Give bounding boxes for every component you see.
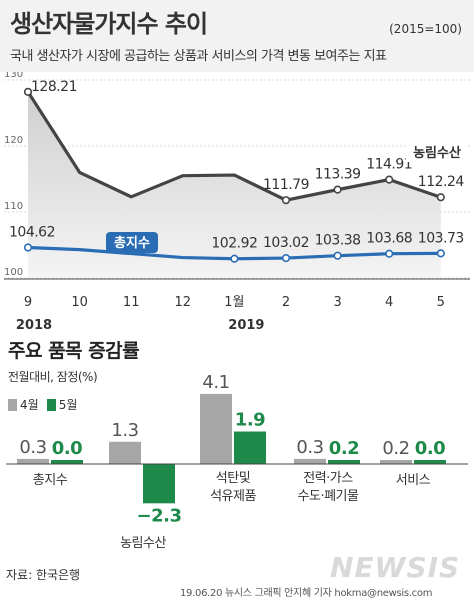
- total-point: [230, 254, 239, 263]
- agri-line: [26, 90, 442, 202]
- may-value-label: −2.3: [137, 505, 182, 526]
- may-bar: [328, 460, 360, 464]
- total-point: [436, 249, 445, 258]
- april-bar: [109, 441, 141, 464]
- credit-line: 19.06.20 뉴시스 그래픽 안지혜 기자 hokma@newsis.com: [180, 588, 433, 599]
- agri-point: [281, 196, 291, 205]
- unit-label: (2015=100): [389, 22, 462, 36]
- legend-april-label: 4월: [20, 398, 39, 412]
- x-tick-label: 10: [71, 295, 88, 310]
- x-tick-label: 9: [24, 295, 32, 310]
- bar-chart-title: 주요 품목 증감률: [8, 340, 140, 362]
- agri-point: [385, 175, 394, 184]
- index-line-chart: 130 120 110 100 128.21 111.79 113.39 114.91 112.…: [4, 72, 470, 333]
- y-tick-label: 130: [4, 72, 23, 80]
- total-point: [385, 249, 394, 258]
- agri-value-label: 128.21: [31, 79, 77, 95]
- may-bar: [414, 460, 446, 464]
- legend-may-label: 5월: [58, 398, 78, 412]
- total-value-label: 103.73: [418, 230, 464, 246]
- header-band: [0, 0, 474, 72]
- bar-chart-note: 전월대비, 잠정(%): [8, 370, 98, 384]
- x-tick-label: 12: [175, 295, 192, 310]
- category-label: 전력·가스 수도·폐기물: [298, 471, 359, 504]
- agri-area: [28, 91, 441, 278]
- category-label: 농림수산: [120, 536, 166, 551]
- year-label: 2018: [16, 318, 52, 333]
- x-tick-label: 1월: [224, 295, 244, 310]
- may-bar: [143, 464, 175, 504]
- y-tick-label: 110: [4, 201, 23, 212]
- agri-point: [23, 87, 33, 96]
- agri-name-box: [406, 142, 468, 162]
- agri-value-label: 114.91: [366, 157, 412, 173]
- agri-value-label: 112.24: [418, 174, 465, 190]
- total-series-name: 총지수: [114, 235, 150, 251]
- total-value-label: 102.92: [211, 236, 257, 252]
- total-point: [281, 253, 291, 263]
- april-bar: [200, 393, 232, 464]
- page-title: 생산자물가지수 추이: [10, 10, 208, 38]
- total-value-label: 103.68: [366, 231, 412, 247]
- april-value-label: 1.3: [111, 420, 138, 441]
- category-label: 서비스: [396, 473, 431, 488]
- source-note: 자료: 한국은행: [6, 568, 81, 582]
- page-subtitle: 국내 생산자가 시장에 공급하는 상품과 서비스의 가격 변동 보여주는 지표: [10, 49, 387, 64]
- april-value-label: 0.3: [296, 437, 323, 458]
- legend-may: 5월: [46, 396, 78, 413]
- may-bar: [234, 431, 266, 464]
- year-label: 2019: [228, 318, 264, 333]
- total-value-label: 104.62: [9, 225, 55, 241]
- agri-value-label: 111.79: [263, 177, 309, 193]
- category-label: 총지수: [33, 473, 68, 488]
- may-value-label: 0.0: [52, 438, 82, 459]
- category-label: 석탄및 석유제품: [210, 471, 256, 504]
- x-tick-label: 3: [333, 295, 341, 310]
- legend-may-swatch: [46, 398, 56, 411]
- bar-legend: 4월 5월: [8, 396, 85, 413]
- april-bar: [294, 458, 326, 464]
- total-value-label: 103.38: [315, 233, 361, 249]
- y-tick-label: 100: [4, 267, 23, 278]
- x-tick-label: 5: [437, 295, 445, 310]
- total-point: [23, 243, 33, 252]
- total-value-label: 103.02: [263, 235, 309, 251]
- agri-series-name: 농림수산: [413, 145, 461, 161]
- total-name-box: [106, 232, 158, 253]
- y-tick-label: 120: [4, 135, 23, 146]
- x-tick-label: 2: [282, 295, 290, 310]
- legend-april-swatch: [8, 398, 17, 411]
- watermark-logo: NEWSIS: [330, 551, 461, 584]
- may-value-label: 0.0: [415, 438, 445, 459]
- may-value-label: 0.2: [329, 438, 359, 459]
- agri-value-label: 113.39: [315, 167, 361, 183]
- legend-april: 4월: [8, 396, 39, 413]
- agri-point: [333, 185, 342, 194]
- april-bar: [17, 458, 49, 464]
- april-bar: [380, 460, 412, 464]
- x-tick-label: 4: [385, 295, 393, 310]
- total-point: [333, 251, 342, 260]
- april-value-label: 0.2: [382, 438, 409, 459]
- agri-point: [436, 193, 445, 202]
- x-tick-label: 11: [123, 295, 140, 310]
- april-value-label: 4.1: [202, 372, 229, 393]
- may-bar: [51, 460, 83, 464]
- april-value-label: 0.3: [19, 437, 46, 458]
- may-value-label: 1.9: [235, 410, 265, 431]
